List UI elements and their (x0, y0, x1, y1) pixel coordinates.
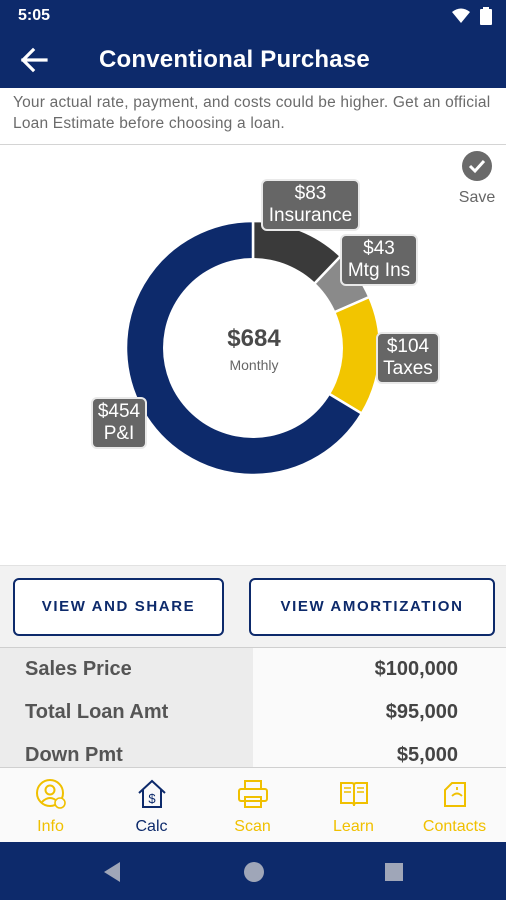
row-label: Total Loan Amt (0, 691, 253, 734)
mtg-ins-amount: $43 (363, 238, 395, 259)
house-dollar-icon: $ (136, 778, 168, 810)
monthly-caption: Monthly (229, 357, 279, 373)
view-and-share-button[interactable]: VIEW AND SHARE (13, 578, 224, 636)
svg-text:$: $ (148, 791, 156, 806)
divider (0, 144, 506, 145)
taxes-amount: $104 (386, 336, 430, 357)
page-title: Conventional Purchase (99, 46, 370, 73)
save-label: Save (458, 189, 496, 206)
insurance-label: Insurance (268, 205, 353, 226)
nav-item-calc[interactable]: $ Calc (101, 778, 202, 836)
wifi-icon (452, 8, 470, 29)
table-row: Sales Price $100,000 (0, 648, 506, 691)
system-recents-icon[interactable] (384, 862, 404, 887)
monthly-total: $684 (227, 325, 281, 352)
save-button[interactable]: Save (452, 150, 502, 207)
pi-tag: $454 P&I (91, 397, 147, 449)
action-bar: VIEW AND SHARE VIEW AMORTIZATION (0, 565, 506, 647)
checkmark-circle-icon (461, 151, 493, 186)
nav-label: Calc (135, 818, 168, 835)
insurance-tag: $83 Insurance (261, 179, 360, 231)
nav-label: Info (37, 818, 64, 835)
nav-item-scan[interactable]: Scan (202, 778, 303, 836)
scanner-icon (237, 778, 269, 810)
nav-item-learn[interactable]: Learn (303, 778, 404, 836)
nav-label: Contacts (422, 818, 487, 835)
donut-hole (163, 258, 343, 438)
row-value: $5,000 (253, 734, 506, 767)
system-home-icon[interactable] (242, 860, 266, 889)
insurance-amount: $83 (294, 183, 327, 204)
system-navigation-bar (0, 842, 506, 900)
pi-label: P&I (103, 423, 135, 444)
view-amortization-button[interactable]: VIEW AMORTIZATION (249, 578, 495, 636)
disclaimer-text: Your actual rate, payment, and costs cou… (13, 94, 491, 132)
row-label: Sales Price (0, 648, 253, 691)
bottom-navigation: Info $ Calc Scan Learn Contacts (0, 767, 506, 842)
table-row: Down Pmt $5,000 (0, 734, 506, 767)
book-icon (338, 778, 370, 810)
app-bar: Conventional Purchase (0, 32, 506, 88)
contacts-icon (439, 778, 471, 810)
nav-label: Learn (333, 818, 374, 835)
row-label: Down Pmt (0, 734, 253, 767)
battery-icon (480, 7, 492, 30)
info-person-icon (35, 778, 67, 810)
nav-item-contacts[interactable]: Contacts (404, 778, 505, 836)
taxes-tag: $104 Taxes (376, 332, 440, 384)
back-arrow-icon[interactable] (20, 46, 50, 74)
payment-donut-chart (124, 219, 382, 477)
system-back-icon[interactable] (102, 861, 122, 888)
nav-item-info[interactable]: Info (0, 778, 101, 836)
status-bar: 5:05 (0, 0, 506, 32)
table-row: Total Loan Amt $95,000 (0, 691, 506, 734)
taxes-label: Taxes (383, 358, 433, 379)
status-time: 5:05 (18, 7, 51, 24)
mtg-ins-label: Mtg Ins (347, 260, 411, 281)
nav-label: Scan (234, 818, 271, 835)
mtg-ins-tag: $43 Mtg Ins (340, 234, 418, 286)
loan-details-table: Sales Price $100,000 Total Loan Amt $95,… (0, 647, 506, 767)
row-value: $95,000 (253, 691, 506, 734)
pi-amount: $454 (97, 401, 141, 422)
row-value: $100,000 (253, 648, 506, 691)
